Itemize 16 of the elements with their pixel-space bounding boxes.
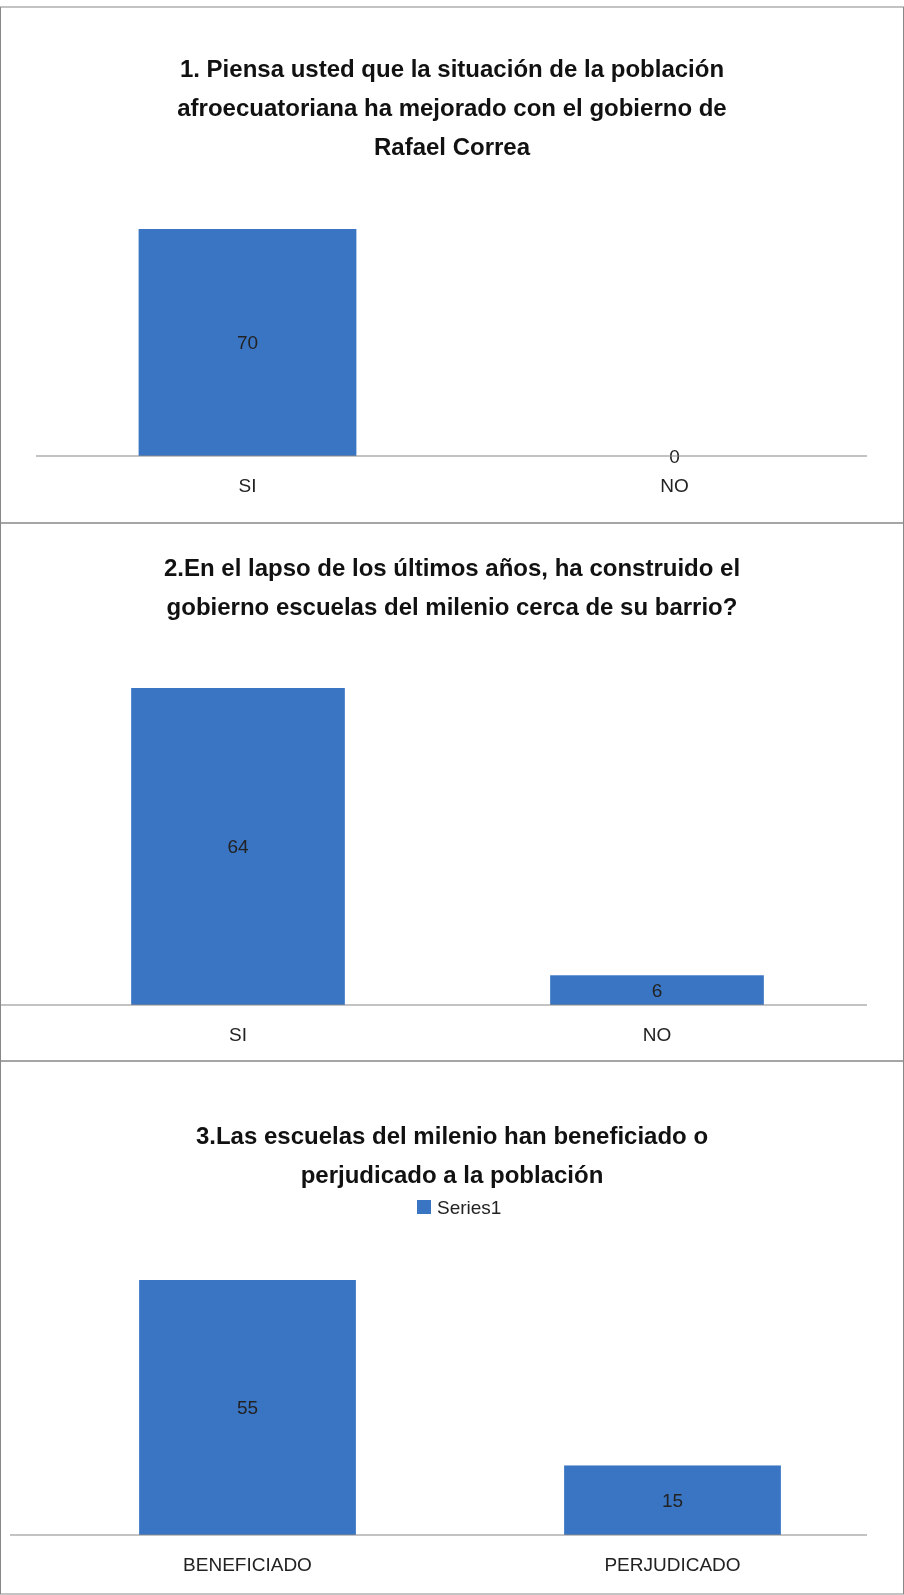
x-tick-label: BENEFICIADO [183, 1554, 312, 1575]
data-label: 70 [236, 332, 259, 354]
x-tick-label: SI [238, 475, 257, 496]
chart-title: 3.Las escuelas del milenio han beneficiado o perjudicado a la población [195, 1122, 709, 1189]
data-label: 6 [651, 979, 663, 1001]
data-label: 0 [669, 445, 680, 467]
data-label: 64 [227, 836, 249, 858]
x-tick-label: NO [642, 1024, 672, 1045]
x-tick-label: NO [660, 475, 689, 496]
chart-title: 1. Piensa usted que la situación de la población afroecuatoriana ha mejorado con el gobierno de Rafael Correa [177, 55, 727, 161]
legend-label: Series1 [437, 1196, 502, 1218]
data-label: 55 [236, 1397, 259, 1419]
x-tick-label: PERJUDICADO [604, 1554, 741, 1575]
data-label: 15 [661, 1489, 684, 1511]
x-tick-label: SI [229, 1024, 247, 1045]
chart-title: 2.En el lapso de los últimos años, ha construido el gobierno escuelas del milenio cerca de su barrio? [163, 554, 741, 621]
